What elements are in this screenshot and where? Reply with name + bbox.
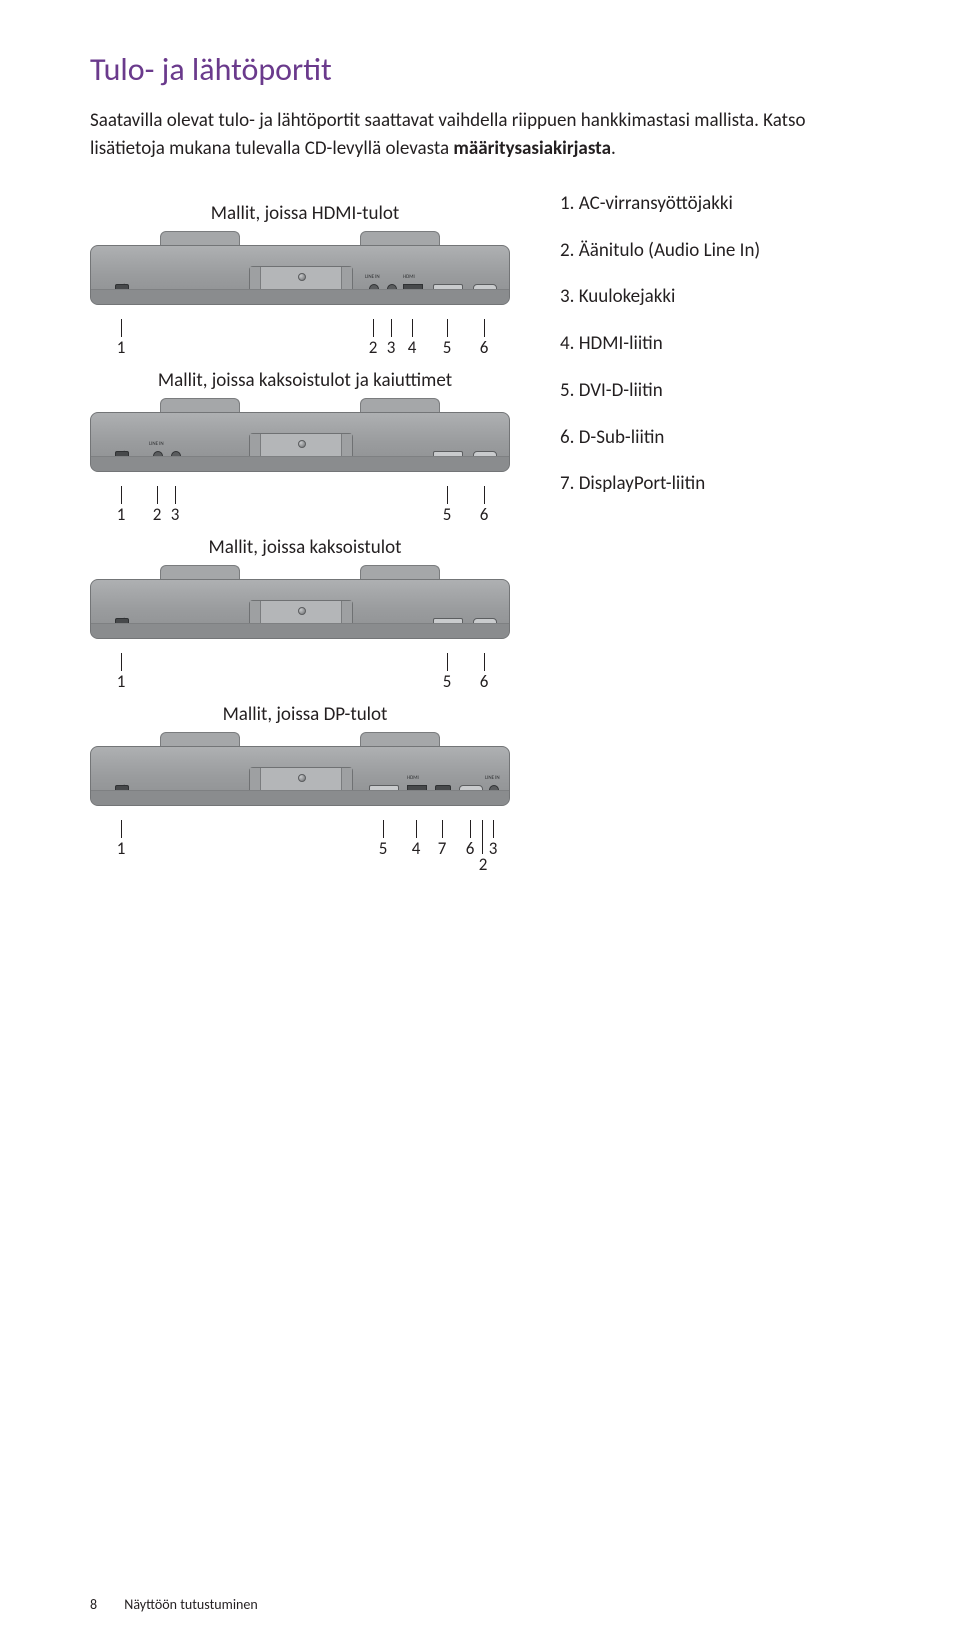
page-title: Tulo- ja lähtöportit: [90, 50, 890, 89]
page-number: 8: [90, 1596, 97, 1613]
panel-hdmi: ~ LINE IN HDMI: [90, 231, 520, 315]
callouts-dp: 1 5 4 7 6 3 2: [90, 820, 510, 876]
callouts-hdmi: 1 2 3 4 5 6: [90, 319, 510, 359]
panel-dp: ~ HDMI LINE IN: [90, 732, 520, 816]
intro-paragraph: Saatavilla olevat tulo- ja lähtöportit s…: [90, 107, 870, 162]
intro-text-1: Saatavilla olevat tulo- ja lähtöportit s…: [90, 109, 805, 160]
intro-text-2: .: [611, 137, 616, 160]
model-label-dual: Mallit, joissa kaksoistulot: [90, 536, 520, 559]
legend-item-6: 6. D-Sub-liitin: [560, 426, 880, 451]
footer-section: Näyttöön tutustuminen: [124, 1596, 257, 1613]
legend-item-3: 3. Kuulokejakki: [560, 285, 880, 310]
panel-dual: ~: [90, 565, 520, 649]
intro-bold: määritysasiakirjasta: [453, 137, 611, 160]
model-label-hdmi: Mallit, joissa HDMI-tulot: [90, 202, 520, 225]
legend-item-5: 5. DVI-D-liitin: [560, 379, 880, 404]
callouts-dual-spk: 1 2 3 5 6: [90, 486, 510, 526]
legend-item-7: 7. DisplayPort-liitin: [560, 472, 880, 497]
legend-item-2: 2. Äänitulo (Audio Line In): [560, 239, 880, 264]
model-label-dp: Mallit, joissa DP-tulot: [90, 703, 520, 726]
page-footer: 8 Näyttöön tutustuminen: [90, 1596, 258, 1613]
legend-item-1: 1. AC-virransyöttöjakki: [560, 192, 880, 217]
callouts-dual: 1 5 6: [90, 653, 510, 693]
content-columns: Mallit, joissa HDMI-tulot ~ LINE IN HDMI: [90, 192, 890, 876]
legend-column: 1. AC-virransyöttöjakki 2. Äänitulo (Aud…: [560, 192, 880, 876]
model-label-dual-spk: Mallit, joissa kaksoistulot ja kaiuttime…: [90, 369, 520, 392]
legend-item-4: 4. HDMI-liitin: [560, 332, 880, 357]
diagrams-column: Mallit, joissa HDMI-tulot ~ LINE IN HDMI: [90, 192, 520, 876]
panel-dual-spk: ~ LINE IN: [90, 398, 520, 482]
